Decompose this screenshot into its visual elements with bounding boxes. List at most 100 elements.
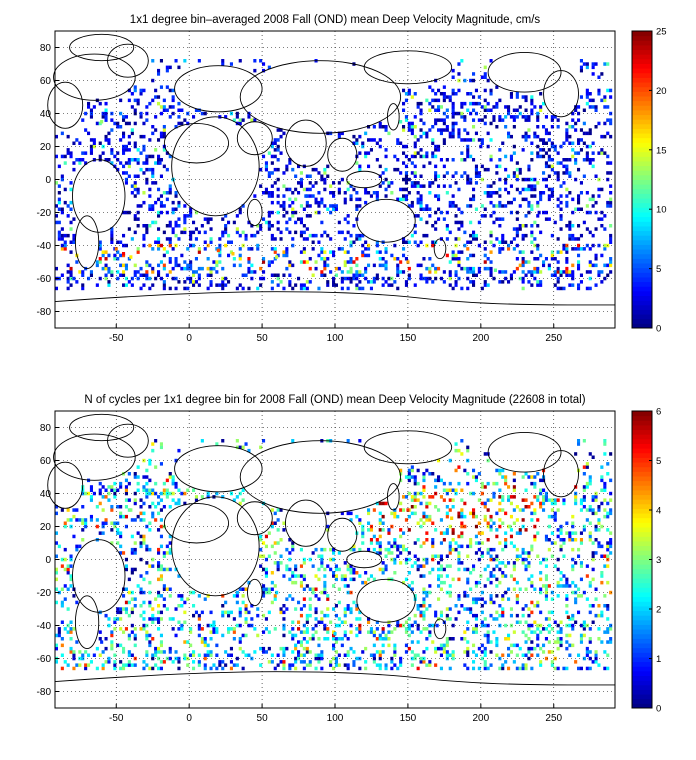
data-cell [154, 240, 158, 244]
data-cell [396, 514, 400, 519]
data-cell [425, 590, 429, 595]
data-cell [358, 197, 362, 202]
data-cell [343, 577, 347, 582]
data-cell [387, 637, 391, 641]
data-cell [571, 590, 575, 595]
data-cell [375, 551, 379, 555]
data-cell [591, 158, 595, 162]
data-cell [151, 207, 155, 211]
data-cell [72, 240, 76, 244]
data-cell [512, 174, 516, 178]
data-cell [483, 253, 487, 258]
data-cell [244, 610, 248, 615]
data-cell [504, 154, 508, 159]
data-cell [416, 521, 420, 525]
data-cell [349, 547, 353, 552]
data-cell [119, 534, 123, 539]
data-cell [559, 637, 563, 641]
data-cell [320, 656, 324, 661]
data-cell [597, 663, 601, 667]
data-cell [559, 627, 563, 631]
data-cell [334, 656, 338, 661]
data-cell [486, 637, 490, 641]
data-cell [512, 544, 516, 549]
landmass-outline [487, 52, 562, 93]
y-tick-label: 40 [40, 109, 52, 120]
data-cell [384, 177, 388, 182]
data-cell [241, 488, 245, 492]
data-cell [381, 181, 385, 185]
data-cell [69, 564, 73, 568]
data-cell [413, 505, 417, 509]
data-cell [116, 257, 120, 261]
data-cell [498, 501, 502, 506]
data-cell [402, 88, 406, 93]
data-cell [404, 171, 408, 175]
data-cell [224, 663, 228, 667]
data-cell [410, 181, 414, 185]
colorbar-segment [632, 309, 652, 315]
data-cell [434, 646, 438, 651]
data-cell [559, 214, 563, 218]
data-cell [139, 505, 143, 509]
data-cell [498, 280, 502, 284]
data-cell [591, 620, 595, 624]
data-cell [323, 590, 327, 595]
data-cell [162, 134, 166, 139]
data-cell [501, 561, 505, 565]
data-cell [536, 498, 540, 502]
data-cell [577, 286, 581, 291]
data-cell [69, 627, 73, 631]
data-cell [60, 243, 64, 248]
data-cell [291, 574, 295, 578]
data-cell [463, 115, 467, 119]
data-cell [451, 158, 455, 162]
data-cell [501, 610, 505, 615]
data-cell [81, 491, 85, 496]
data-cell [527, 505, 531, 509]
data-cell [157, 154, 161, 159]
data-cell [416, 640, 420, 644]
data-cell [279, 610, 283, 615]
data-cell [574, 501, 578, 506]
data-cell [498, 250, 502, 254]
data-cell [451, 531, 455, 535]
data-cell [460, 534, 464, 539]
data-cell [457, 597, 461, 601]
data-cell [98, 501, 102, 506]
data-cell [238, 637, 242, 641]
data-cell [244, 233, 248, 238]
data-cell [364, 253, 368, 258]
data-cell [454, 204, 458, 208]
data-cell [504, 125, 508, 129]
data-cell [308, 233, 312, 238]
data-cell [133, 472, 137, 476]
data-cell [98, 481, 102, 486]
data-cell [556, 498, 560, 502]
data-cell [124, 610, 128, 615]
data-cell [562, 574, 566, 578]
data-cell [568, 653, 572, 657]
data-cell [136, 217, 140, 221]
data-cell [413, 561, 417, 565]
data-cell [577, 167, 581, 172]
data-cell [588, 650, 592, 654]
data-cell [582, 620, 586, 624]
data-cell [162, 108, 166, 112]
data-cell [588, 604, 592, 608]
data-cell [127, 481, 131, 486]
data-cell [320, 270, 324, 274]
data-cell [378, 653, 382, 657]
data-cell [162, 131, 166, 136]
data-cell [413, 115, 417, 119]
data-cell [127, 590, 131, 595]
data-cell [591, 263, 595, 268]
data-cell [396, 158, 400, 162]
data-cell [533, 534, 537, 539]
y-tick-label: 60 [40, 76, 52, 87]
data-cell [410, 233, 414, 238]
data-cell [416, 481, 420, 486]
data-cell [367, 263, 371, 268]
data-cell [574, 151, 578, 155]
data-cell [171, 227, 175, 231]
